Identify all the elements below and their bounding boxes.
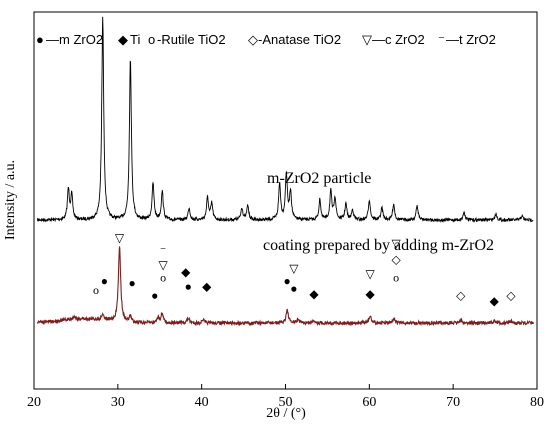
legend-entry-marker: ● bbox=[36, 32, 44, 47]
phase-marker: ◇ bbox=[506, 289, 516, 303]
phase-marker: ◆ bbox=[181, 265, 191, 279]
series-line bbox=[36, 246, 534, 327]
x-axis-ticks: 20 30 40 50 60 70 80 bbox=[27, 384, 544, 410]
phase-marker: ⁻ bbox=[160, 244, 166, 258]
phase-marker: o bbox=[393, 271, 399, 285]
legend: ● —m ZrO2 ◆ Ti o -Rutile TiO2 ◇ -Anatase… bbox=[36, 32, 496, 47]
series-line bbox=[36, 16, 534, 223]
phase-marker: ◆ bbox=[366, 287, 376, 301]
x-tick-label: 40 bbox=[195, 395, 209, 410]
legend-entry-marker: ◇ bbox=[248, 32, 258, 47]
x-tick-label: 60 bbox=[362, 395, 376, 410]
phase-marker: ● bbox=[284, 274, 291, 288]
phase-marker: ◆ bbox=[202, 280, 212, 294]
phase-marker: ● bbox=[101, 274, 108, 288]
plot-frame bbox=[33, 11, 538, 390]
legend-entry-label: —m ZrO2 bbox=[46, 32, 103, 47]
y-axis-label: Intensity / a.u. bbox=[3, 160, 18, 240]
phase-marker: ◇ bbox=[392, 253, 402, 267]
legend-entry-label: -Anatase TiO2 bbox=[258, 32, 341, 47]
phase-marker: ● bbox=[185, 280, 192, 294]
legend-entry-marker: ▽ bbox=[362, 32, 372, 47]
phase-marker: ● bbox=[151, 289, 158, 303]
phase-marker: ◇ bbox=[456, 289, 466, 303]
series-label-coating: coating prepared by adding m-ZrO2 bbox=[263, 237, 494, 254]
phase-marker: ▽ bbox=[366, 267, 376, 281]
phase-markers: ▽⁻▽o ◆● ◆●o●●▽●● ◆▽◆▽◇o◇ ◆ ◇ bbox=[93, 231, 516, 308]
series-curves bbox=[36, 16, 534, 327]
legend-entry-label: -Rutile TiO2 bbox=[157, 32, 226, 47]
legend-entry-label: Ti bbox=[130, 32, 140, 47]
legend-entry-marker: ◆ bbox=[118, 32, 128, 47]
legend-entry-label: —t ZrO2 bbox=[446, 32, 496, 47]
x-tick-label: 80 bbox=[530, 395, 544, 410]
x-tick-label: 30 bbox=[111, 395, 125, 410]
series-label-particle: m-ZrO2 particle bbox=[267, 170, 371, 187]
phase-marker: ● bbox=[128, 276, 135, 290]
legend-entry-label: —c ZrO2 bbox=[372, 32, 425, 47]
x-tick-label: 20 bbox=[27, 395, 41, 410]
phase-marker: ▽ bbox=[158, 258, 168, 272]
phase-marker: ▽ bbox=[289, 262, 299, 276]
x-tick-label: 70 bbox=[446, 395, 460, 410]
phase-marker: ◆ bbox=[490, 294, 500, 308]
x-tick-label: 50 bbox=[279, 395, 293, 410]
phase-marker: o bbox=[160, 271, 166, 285]
phase-marker: ● bbox=[290, 281, 297, 295]
phase-marker: ▽ bbox=[115, 231, 125, 245]
phase-marker: o bbox=[93, 283, 99, 297]
legend-entry-marker: ⁻ bbox=[438, 32, 445, 47]
x-axis-label: 2θ / (°) bbox=[266, 406, 306, 421]
legend-entry-marker: o bbox=[148, 32, 155, 47]
phase-marker: ▽ bbox=[392, 236, 402, 250]
phase-marker: ◆ bbox=[309, 287, 319, 301]
